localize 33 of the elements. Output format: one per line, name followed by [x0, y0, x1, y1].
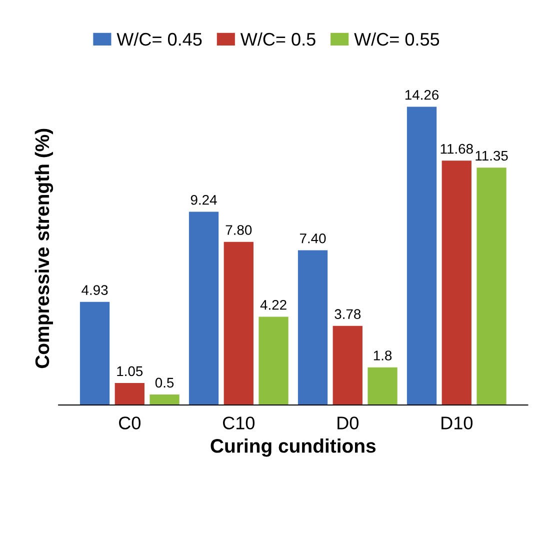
bar: [442, 160, 472, 405]
x-axis-title: Curing cunditions: [210, 438, 376, 457]
data-label: 4.22: [260, 300, 286, 310]
bar: [476, 168, 506, 405]
x-tick-label: C0: [119, 416, 140, 430]
x-tick-label: D10: [442, 416, 473, 430]
data-label: 0.5: [155, 378, 174, 388]
x-tick-label: D0: [338, 416, 358, 430]
bar: [150, 394, 180, 405]
data-label: 11.68: [440, 144, 473, 154]
legend-label: W/C= 0.55: [354, 32, 440, 46]
bar: [258, 316, 288, 405]
data-label: 3.78: [334, 309, 361, 320]
data-label: 4.93: [82, 285, 108, 295]
legend-label: W/C= 0.5: [240, 32, 316, 46]
data-label: 7.80: [226, 225, 252, 235]
y-axis-title: Compressive strength (%): [34, 128, 54, 368]
bar: [80, 302, 110, 405]
data-label: 11.35: [476, 150, 508, 161]
bar: [188, 212, 219, 405]
data-label: 14.26: [405, 90, 439, 100]
bar: [368, 367, 398, 405]
bar: [114, 383, 144, 405]
data-label: 9.24: [190, 194, 217, 205]
data-label: 1.8: [374, 350, 392, 360]
bar: [406, 106, 437, 405]
data-label: 1.05: [117, 366, 143, 376]
legend-label: W/C= 0.45: [116, 32, 202, 46]
data-label: 7.40: [300, 233, 326, 244]
bar: [224, 242, 254, 405]
bar: [298, 250, 328, 405]
x-tick-label: C10: [223, 416, 255, 430]
bar: [332, 326, 362, 405]
